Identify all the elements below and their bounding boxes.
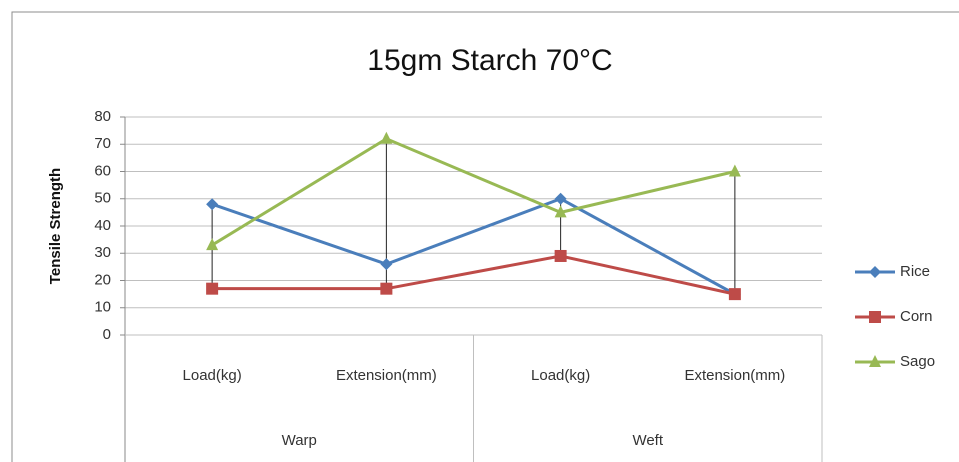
x-tick-label: Load(kg)	[531, 367, 590, 384]
marker	[380, 258, 393, 271]
y-tick-label: 20	[94, 271, 111, 288]
y-tick-label: 30	[94, 244, 111, 261]
legend-label: Sago	[900, 353, 935, 370]
y-axis-label: Tensile Strength	[47, 168, 64, 284]
series-line	[211, 197, 736, 296]
legend-marker	[869, 266, 881, 278]
y-tick-label: 0	[103, 326, 111, 343]
x-tick-label: Load(kg)	[183, 367, 242, 384]
marker	[554, 192, 567, 205]
group-label: Warp	[282, 432, 317, 449]
chart-title: 15gm Starch 70°C	[367, 44, 612, 77]
legend-marker	[869, 311, 881, 323]
marker	[206, 238, 219, 251]
y-tick-label: 70	[94, 135, 111, 152]
marker	[380, 282, 393, 295]
y-tick-label: 60	[94, 162, 111, 179]
legend-label: Rice	[900, 263, 930, 280]
marker	[728, 288, 741, 301]
marker	[206, 198, 219, 211]
marker	[206, 282, 219, 295]
x-tick-label: Extension(mm)	[684, 367, 785, 384]
marker	[554, 249, 567, 262]
marker	[728, 164, 741, 177]
y-tick-label: 50	[94, 190, 111, 207]
legend-marker	[869, 355, 881, 367]
y-tick-label: 40	[94, 217, 111, 234]
chart-frame	[11, 11, 959, 462]
y-tick-label: 80	[94, 108, 111, 125]
series-line	[211, 137, 736, 247]
y-tick-label: 10	[94, 299, 111, 316]
x-tick-label: Extension(mm)	[336, 367, 437, 384]
group-label: Weft	[632, 432, 663, 449]
marker	[380, 131, 393, 144]
legend-label: Corn	[900, 308, 933, 325]
series-line	[212, 254, 736, 296]
marker	[554, 205, 567, 218]
